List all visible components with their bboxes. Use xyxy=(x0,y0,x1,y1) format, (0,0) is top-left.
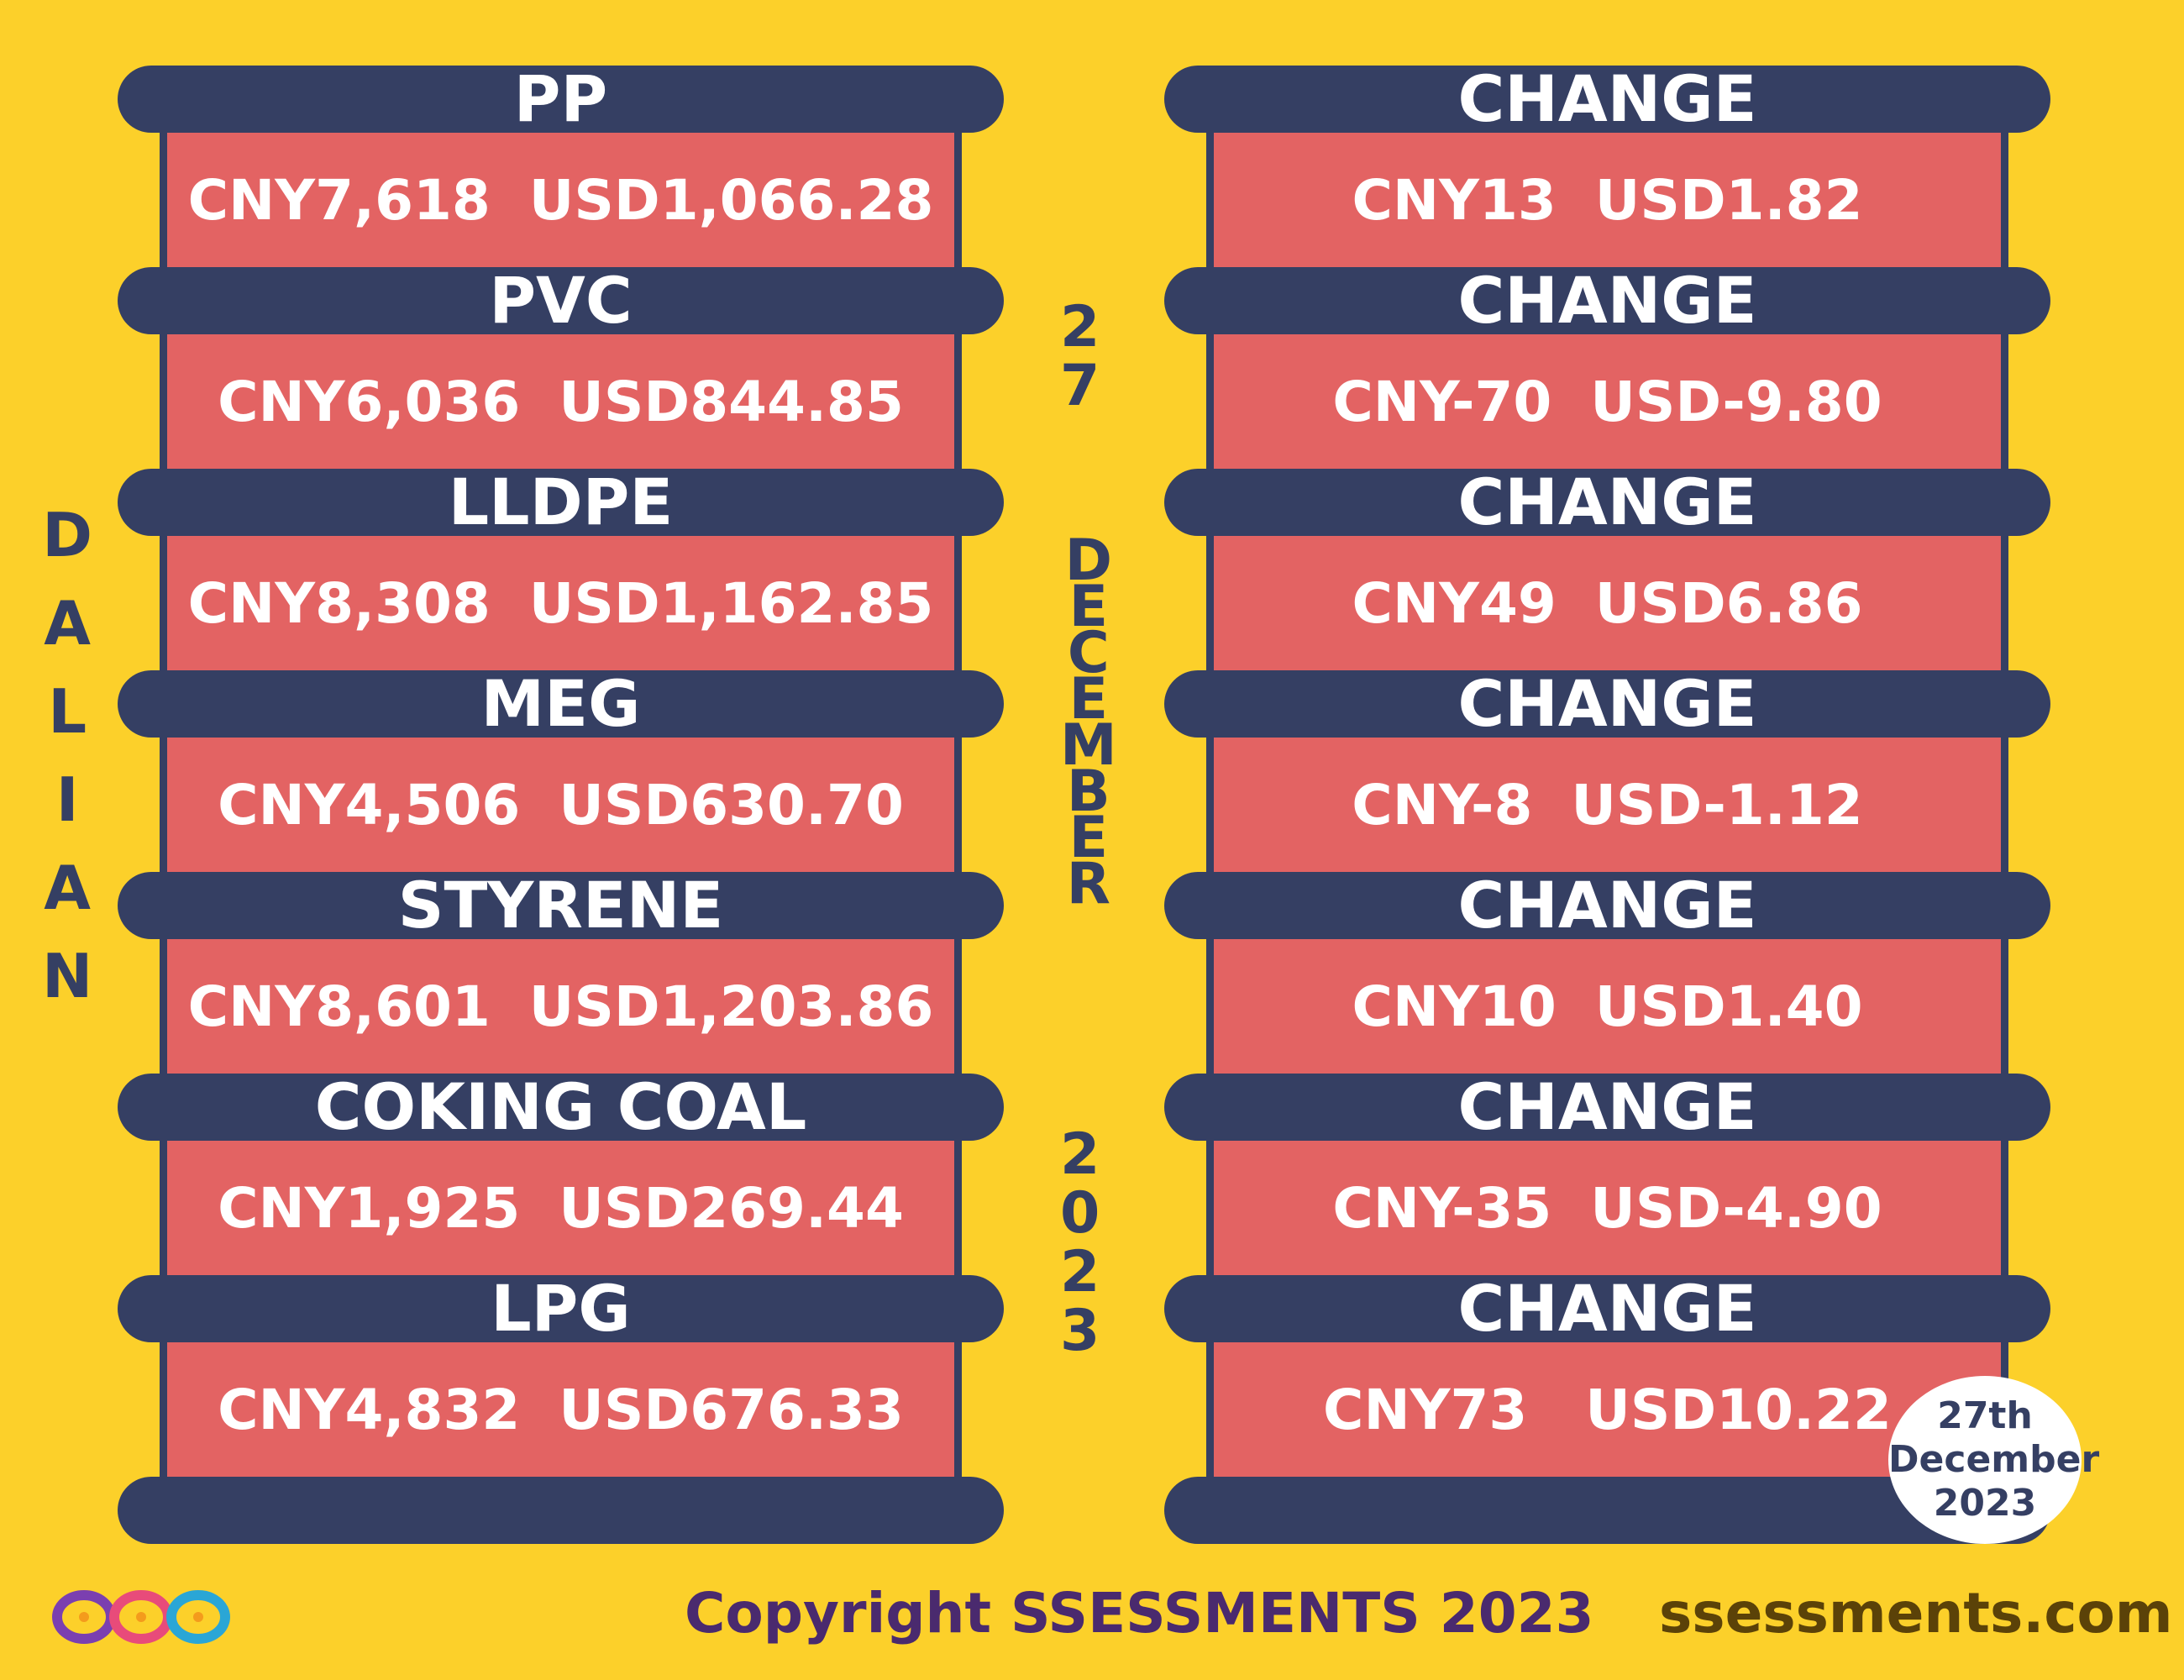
change-lpg: CNY73 USD10.22 xyxy=(1206,1341,2008,1478)
change-coking-coal: CNY-35 USD-4.90 xyxy=(1206,1139,2008,1277)
price-coking-coal: CNY1,925 USD269.44 xyxy=(160,1139,962,1277)
vertical-letter: E xyxy=(1068,666,1109,732)
change-header-lpg: CHANGE xyxy=(1164,1275,2050,1342)
vertical-letter: R xyxy=(1066,851,1111,917)
product-header-meg: MEG xyxy=(118,670,1004,738)
vertical-letter: 2 xyxy=(1060,1121,1100,1188)
vertical-letter: A xyxy=(44,588,91,659)
change-header-styrene: CHANGE xyxy=(1164,872,2050,939)
change-header-lldpe: CHANGE xyxy=(1164,469,2050,536)
vertical-letter: L xyxy=(48,676,87,747)
vertical-letter: M xyxy=(1060,712,1117,779)
change-header-pp: CHANGE xyxy=(1164,66,2050,133)
vertical-letter: C xyxy=(1067,620,1110,686)
website-link[interactable]: ssessments.com xyxy=(1659,1581,2173,1646)
price-column: PP CNY7,618 USD1,066.28 PVC CNY6,036 USD… xyxy=(118,66,1004,1544)
stamp-month: December xyxy=(1888,1438,2100,1481)
vertical-letter: D xyxy=(42,500,93,570)
vertical-letter: 0 xyxy=(1060,1180,1100,1247)
vertical-letter: N xyxy=(42,941,93,1011)
product-header-lpg: LPG xyxy=(118,1275,1004,1342)
vertical-letter: B xyxy=(1066,759,1110,825)
vertical-letter: 7 xyxy=(1060,353,1100,419)
product-header-styrene: STYRENE xyxy=(118,872,1004,939)
price-meg: CNY4,506 USD630.70 xyxy=(160,736,962,874)
price-lldpe: CNY8,308 USD1,162.85 xyxy=(160,534,962,672)
change-header-pvc: CHANGE xyxy=(1164,267,2050,334)
change-column: CHANGE CNY13 USD1.82 CHANGE CNY-70 USD-9… xyxy=(1164,66,2050,1544)
change-pp: CNY13 USD1.82 xyxy=(1206,131,2008,269)
price-styrene: CNY8,601 USD1,203.86 xyxy=(160,937,962,1075)
price-pvc: CNY6,036 USD844.85 xyxy=(160,333,962,470)
product-header-lldpe: LLDPE xyxy=(118,469,1004,536)
ssessments-logo-icon xyxy=(52,1590,230,1644)
vertical-letter: 2 xyxy=(1060,294,1100,360)
vertical-letter: A xyxy=(44,853,91,923)
price-lpg: CNY4,832 USD676.33 xyxy=(160,1341,962,1478)
change-header-meg: CHANGE xyxy=(1164,670,2050,738)
copyright-text: Copyright SSESSMENTS 2023 xyxy=(685,1581,1594,1646)
change-meg: CNY-8 USD-1.12 xyxy=(1206,736,2008,874)
change-header-coking-coal: CHANGE xyxy=(1164,1074,2050,1141)
change-pvc: CNY-70 USD-9.80 xyxy=(1206,333,2008,470)
vertical-letter: I xyxy=(55,764,79,835)
vertical-letter: E xyxy=(1068,805,1109,871)
stamp-day: 27th xyxy=(1937,1394,2033,1437)
vertical-letter: 2 xyxy=(1060,1239,1100,1305)
vertical-letter: E xyxy=(1068,574,1109,640)
vertical-letter: D xyxy=(1064,528,1113,594)
date-stamp: 27th December 2023 xyxy=(1888,1376,2100,1544)
price-pp: CNY7,618 USD1,066.28 xyxy=(160,131,962,269)
column-footer-bar xyxy=(118,1477,1004,1544)
product-header-pp: PP xyxy=(118,66,1004,133)
stamp-year: 2023 xyxy=(1933,1482,2037,1525)
product-header-pvc: PVC xyxy=(118,267,1004,334)
product-header-coking-coal: COKING COAL xyxy=(118,1074,1004,1141)
change-styrene: CNY10 USD1.40 xyxy=(1206,937,2008,1075)
vertical-letter: 3 xyxy=(1060,1298,1100,1364)
change-lldpe: CNY49 USD6.86 xyxy=(1206,534,2008,672)
